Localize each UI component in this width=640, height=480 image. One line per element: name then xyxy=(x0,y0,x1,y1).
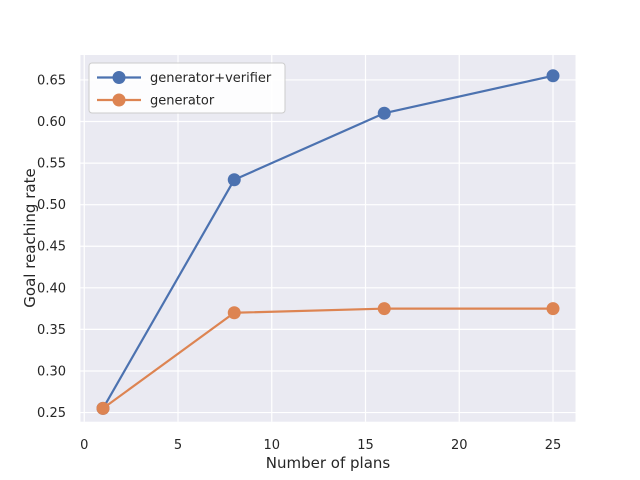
x-tick-label: 10 xyxy=(263,438,280,453)
x-tick-label: 5 xyxy=(174,438,182,453)
x-tick-label: 0 xyxy=(80,438,88,453)
gridlines xyxy=(80,55,576,422)
legend: generator+verifier generator xyxy=(88,62,286,114)
data-point-generator-verifier xyxy=(546,69,560,83)
axes-area xyxy=(80,55,576,422)
data-point-generator xyxy=(546,302,560,316)
y-tick-label: 0.40 xyxy=(37,281,66,296)
data-point-generator xyxy=(96,401,110,415)
x-tick-label: 20 xyxy=(451,438,468,453)
y-tick-label: 0.45 xyxy=(37,240,66,255)
y-axis-label-group: Goal reaching rate xyxy=(21,168,39,307)
plot-background xyxy=(80,55,576,422)
series-line-generator-verifier xyxy=(101,74,555,410)
legend-marker-generator-verifier xyxy=(112,71,126,84)
y-tick-label: 0.55 xyxy=(37,157,66,172)
data-point-generator xyxy=(227,306,241,320)
x-tick-label: 15 xyxy=(357,438,374,453)
legend-label-generator-verifier: generator+verifier xyxy=(150,71,272,86)
data-point-generator xyxy=(377,302,391,316)
y-tick-label: 0.30 xyxy=(37,364,66,379)
series-line-generator xyxy=(101,307,555,410)
y-axis-label: Goal reaching rate xyxy=(21,168,39,307)
tick-labels: 0.25 0.30 0.35 0.40 0.45 0.50 0.55 0.60 0.65 0 5 10… xyxy=(37,73,561,453)
x-tick-label: 25 xyxy=(545,438,562,453)
x-axis-label: Number of plans xyxy=(266,454,391,472)
y-tick-label: 0.50 xyxy=(37,198,66,213)
y-tick-label: 0.35 xyxy=(37,323,66,338)
data-point-generator-verifier xyxy=(227,173,241,187)
y-tick-label: 0.25 xyxy=(37,406,66,421)
legend-label-generator: generator xyxy=(150,94,215,109)
legend-marker-generator xyxy=(112,93,126,107)
series-layer xyxy=(96,69,560,415)
y-tick-label: 0.65 xyxy=(37,73,66,88)
y-tick-label: 0.60 xyxy=(37,115,66,130)
data-point-generator-verifier xyxy=(377,106,391,120)
